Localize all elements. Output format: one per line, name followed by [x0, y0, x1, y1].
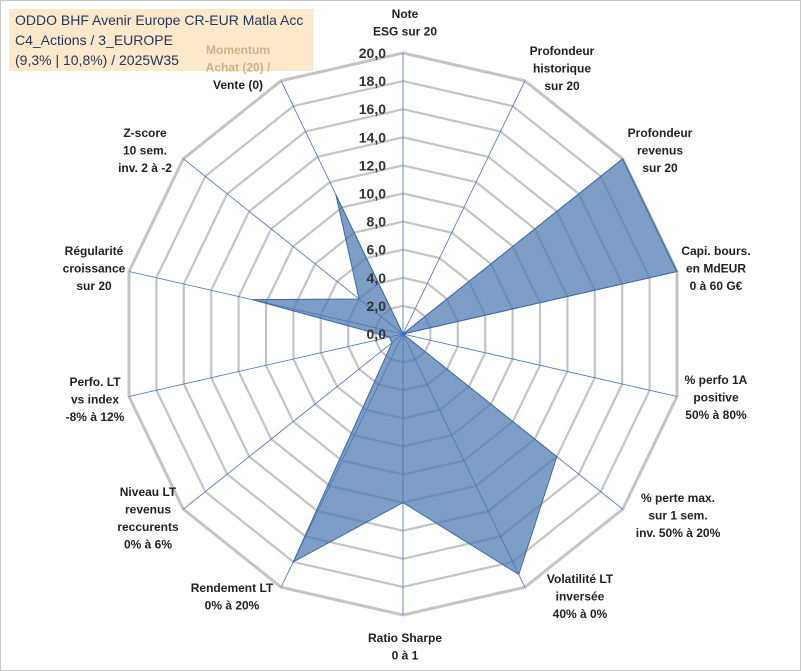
spoke-9 [183, 333, 404, 510]
fund-category: C4_Actions / 3_EUROPE [15, 32, 173, 48]
category-label-line: en MdEUR [686, 262, 746, 276]
category-label-line: Perfo. LT [69, 375, 121, 389]
category-label-10: Niveau LT revenus reccurents 0% à 6% [117, 485, 179, 552]
category-label-line: croissance [63, 262, 126, 276]
category-label-line: reccurents [117, 520, 179, 534]
fund-stats: (9,3% | 10,8%) / 2025W35 [15, 52, 179, 68]
category-label-line: vs index [71, 393, 119, 407]
category-label-line: Vente (0) [213, 78, 263, 92]
tick-label: 10,0 [359, 186, 386, 202]
category-label-line: revenus [125, 503, 171, 517]
tick-label: 8,0 [367, 214, 387, 230]
category-label-6: % perte max. sur 1 sem. inv. 50% à 20% [636, 491, 721, 540]
category-label-0: Momentum Achat (20) / Vente (0) [206, 43, 271, 92]
category-label-line: sur 20 [76, 279, 112, 293]
category-label-line: Volatilité LT [547, 572, 614, 586]
category-label-9: Rendement LT 0% à 20% [191, 581, 274, 613]
category-label-line: -8% à 12% [66, 410, 125, 424]
category-label-line: Rendement LT [191, 581, 274, 595]
category-label-line: positive [693, 391, 739, 405]
category-label-line: % perfo 1A [685, 373, 748, 387]
category-label-line: Z-score [123, 126, 167, 140]
category-label-3: Profondeur revenus sur 20 [628, 126, 693, 175]
tick-label: 16,0 [359, 101, 386, 117]
category-label-line: Achat (20) / [206, 61, 271, 75]
category-label-line: Capi. bours. [681, 244, 750, 258]
tick-label: 18,0 [359, 73, 386, 89]
category-label-line: 0% à 20% [205, 599, 260, 613]
category-label-11: Perfo. LT vs index -8% à 12% [66, 375, 125, 424]
category-label-line: sur 20 [544, 79, 580, 93]
tick-label: 2,0 [367, 298, 387, 314]
category-label-13: Z-score 10 sem. inv. 2 à -2 [118, 126, 172, 175]
spoke-4 [402, 333, 678, 397]
category-label-line: Niveau LT [120, 485, 177, 499]
radar-tick-labels: 0,0 2,0 4,0 6,0 8,0 10,0 12,0 14,0 16,0 18,0 20,0 [359, 45, 386, 342]
category-label-line: 0% à 6% [124, 538, 172, 552]
spoke-10 [128, 333, 404, 397]
series-area [252, 158, 678, 576]
category-label-line: revenus [637, 144, 683, 158]
tick-label: 14,0 [359, 129, 386, 145]
category-label-line: historique [533, 62, 591, 76]
radar-category-labels: Momentum Achat (20) / Vente (0) Note ESG sur… [63, 7, 751, 663]
tick-label: 20,0 [359, 45, 386, 61]
category-label-line: Profondeur [530, 44, 595, 58]
category-label-line: inv. 50% à 20% [636, 526, 721, 540]
category-label-8: Ratio Sharpe 0 à 1 [368, 631, 442, 663]
category-label-line: 50% à 80% [685, 408, 747, 422]
category-label-line: Profondeur [628, 126, 693, 140]
fund-name: ODDO BHF Avenir Europe CR-EUR Matla Acc [15, 12, 304, 28]
category-label-1: Note ESG sur 20 [373, 7, 437, 39]
category-label-2: Profondeur historique sur 20 [530, 44, 595, 93]
category-label-line: inv. 2 à -2 [118, 161, 172, 175]
tick-label: 12,0 [359, 157, 386, 173]
category-label-line: Momentum [206, 43, 270, 57]
category-label-12: Régularité croissance sur 20 [63, 244, 126, 293]
category-label-line: 0 à 60 G€ [690, 279, 743, 293]
category-label-line: 10 sem. [123, 144, 167, 158]
category-label-line: sur 20 [642, 161, 678, 175]
title-box: ODDO BHF Avenir Europe CR-EUR Matla Acc … [9, 9, 313, 71]
category-label-line: sur 1 sem. [648, 509, 707, 523]
category-label-line: Note [392, 7, 419, 21]
category-label-line: Ratio Sharpe [368, 631, 442, 645]
tick-label: 4,0 [367, 270, 387, 286]
radar-series [252, 158, 678, 576]
category-label-4: Capi. bours. en MdEUR 0 à 60 G€ [681, 244, 750, 293]
category-label-line: ESG sur 20 [373, 25, 437, 39]
tick-label: 0,0 [367, 326, 387, 342]
category-label-line: Régularité [65, 244, 124, 258]
tick-label: 6,0 [367, 242, 387, 258]
category-label-line: 0 à 1 [392, 649, 419, 663]
category-label-7: Volatilité LT inversée 40% à 0% [547, 572, 614, 621]
category-label-line: % perte max. [641, 491, 715, 505]
category-label-line: 40% à 0% [553, 607, 608, 621]
spoke-1 [402, 80, 526, 335]
category-label-5: % perfo 1A positive 50% à 80% [685, 373, 748, 422]
category-label-line: inversée [556, 590, 605, 604]
